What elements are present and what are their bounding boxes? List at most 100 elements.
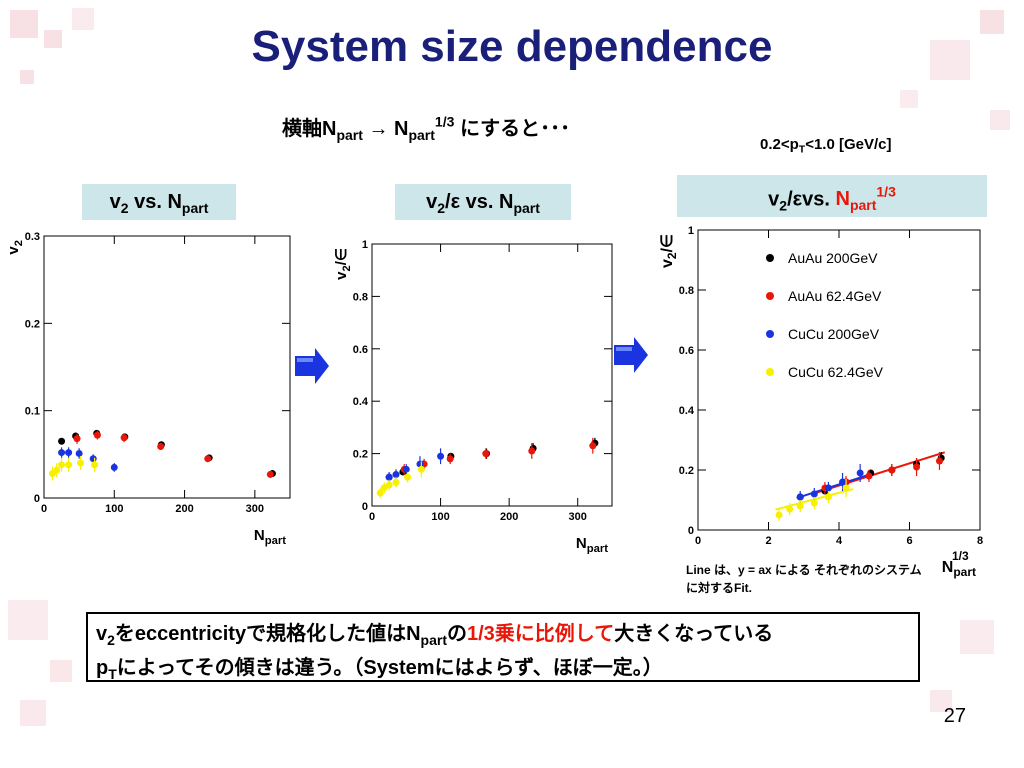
data-point (417, 465, 425, 473)
y-tick-label: 0.1 (25, 406, 40, 418)
data-point (77, 459, 85, 467)
axis-change-caption: 横軸Npart → Npart1/3 にすると･･･ (282, 113, 571, 143)
x-tick-label: 2 (765, 535, 771, 547)
x-tick-label: 200 (500, 511, 518, 523)
data-point (392, 478, 400, 486)
data-point (91, 461, 99, 469)
data-point (376, 489, 384, 497)
data-point (888, 466, 896, 474)
data-point (75, 449, 83, 457)
legend-marker (766, 330, 774, 338)
y-tick-label: 0.8 (353, 291, 368, 303)
data-point (856, 469, 864, 477)
y-axis-title-text: v2/∈ (659, 234, 679, 268)
data-point (528, 447, 536, 455)
y-axis-title-post: /∈ (659, 234, 676, 252)
x-tick-label: 0 (369, 511, 375, 523)
y-tick-label: 1 (362, 239, 368, 251)
data-point (266, 470, 274, 478)
data-point (204, 455, 212, 463)
y-tick-label: 0.2 (679, 465, 694, 477)
data-point (157, 442, 165, 450)
data-point (865, 472, 873, 480)
data-point (65, 449, 73, 457)
y-tick-label: 0 (34, 493, 40, 505)
page-number: 27 (943, 705, 966, 727)
right-arrow-icon (295, 348, 329, 384)
data-point (824, 493, 832, 501)
legend-label: AuAu 62.4GeV (788, 288, 882, 304)
y-axis-title-sub: 2 (341, 265, 353, 271)
fit-line (810, 451, 946, 496)
x-axis-title-sub: part (587, 543, 609, 554)
data-point (89, 455, 97, 463)
y-axis-title-text: v2/∈ (333, 248, 353, 280)
data-point (589, 442, 597, 450)
data-point (935, 457, 943, 465)
x-tick-label: 200 (175, 503, 193, 515)
x-tick-label: 100 (105, 503, 123, 515)
y-tick-label: 0.6 (679, 345, 694, 357)
y-tick-label: 0.2 (353, 449, 368, 461)
data-point (446, 455, 454, 463)
fit-line (796, 474, 868, 500)
data-point (58, 449, 66, 457)
data-point (786, 505, 794, 513)
x-tick-label: 6 (906, 535, 912, 547)
y-axis-title: v2/∈ (333, 248, 353, 280)
data-point (402, 465, 410, 473)
data-point (796, 502, 804, 510)
fit-line-note: Line は、y = ax による それぞれのシステムに対するFit. (686, 563, 922, 595)
y-tick-label: 0.3 (25, 231, 40, 243)
x-tick-label: 8 (977, 535, 983, 547)
x-tick-label: 4 (836, 535, 843, 547)
y-axis-title-sub: 2 (13, 240, 25, 246)
data-point (73, 435, 81, 443)
legend-marker (766, 254, 774, 262)
x-tick-label: 0 (41, 503, 47, 515)
data-point (913, 463, 921, 471)
legend-marker (766, 368, 774, 376)
data-point (437, 452, 445, 460)
data-point (65, 461, 73, 469)
x-tick-label: 0 (695, 535, 701, 547)
summary-line-1: v2をeccentricityで規格化した値はNpartの1/3乗に比例して大き… (96, 623, 774, 648)
data-point (58, 461, 66, 469)
data-point (810, 499, 818, 507)
data-point (53, 466, 61, 474)
data-point (824, 484, 832, 492)
y-tick-label: 0 (362, 501, 368, 513)
legend-marker (766, 292, 774, 300)
data-point (385, 481, 393, 489)
panel-label-v2eps-vs-npart: v2/ε vs. Npart (395, 184, 571, 220)
data-point (810, 490, 818, 498)
panel-label-v2eps-vs-npart13: v2/εvs. Npart1/3 (677, 175, 987, 217)
slide-title: System size dependence (251, 22, 773, 71)
chart-background (0, 222, 298, 547)
panel-label-v2-vs-npart: v2 vs. Npart (82, 184, 236, 220)
data-point (482, 450, 490, 458)
y-tick-label: 0.2 (25, 318, 40, 330)
right-arrow-icon (614, 337, 648, 373)
data-point (839, 478, 847, 486)
data-point (775, 511, 783, 519)
y-tick-label: 1 (688, 225, 694, 237)
data-point (120, 434, 128, 442)
data-point (404, 473, 412, 481)
data-point (796, 493, 804, 501)
y-tick-label: 0.8 (679, 285, 694, 297)
plot-frame (371, 243, 613, 507)
x-tick-label: 300 (569, 511, 587, 523)
x-tick-label: 300 (246, 503, 264, 515)
data-point (385, 473, 393, 481)
legend-label: CuCu 200GeV (788, 326, 880, 342)
x-axis-title-sub: part (953, 565, 976, 579)
y-tick-label: 0.6 (353, 344, 368, 356)
pt-range-label: 0.2<pT<1.0 [GeV/c] (760, 136, 892, 156)
chart-background (648, 222, 998, 587)
x-tick-label: 100 (431, 511, 449, 523)
y-tick-label: 0 (688, 525, 694, 537)
